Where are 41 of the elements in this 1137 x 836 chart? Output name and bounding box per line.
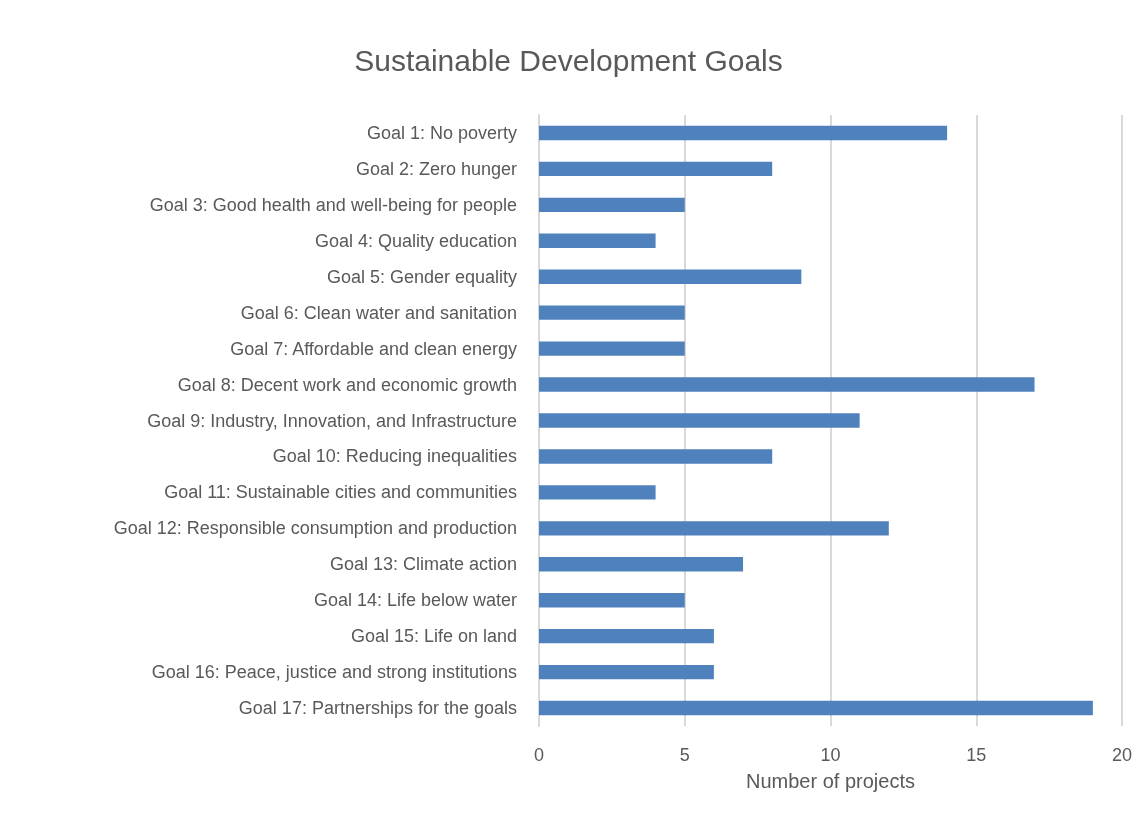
y-tick-label: Goal 3: Good health and well-being for people [149, 194, 517, 215]
x-tick-label: 20 [1111, 745, 1133, 765]
bar [539, 377, 1035, 392]
bar [539, 197, 685, 213]
y-tick-label: Goal 11: Sustainable cities and communities [164, 482, 517, 503]
y-tick-label: Goal 9: Industry, Innovation, and Infrastructure [147, 410, 517, 431]
y-tick-label: Goal 17: Partnerships for the goals [238, 698, 517, 719]
bar [539, 413, 860, 428]
y-tick-label: Goal 6: Clean water and sanitation [240, 302, 517, 323]
y-tick-label: Goal 7: Affordable and clean energy [230, 338, 517, 359]
bar [539, 233, 656, 248]
bar [539, 305, 685, 320]
x-axis-title: Number of projects [746, 770, 915, 792]
bar [539, 521, 889, 536]
bar [539, 269, 802, 284]
bar [539, 341, 685, 356]
bar [539, 700, 1093, 716]
bar [539, 628, 714, 644]
bar [539, 664, 714, 680]
y-tick-label: Goal 1: No poverty [366, 122, 517, 143]
y-tick-label: Goal 2: Zero hunger [355, 158, 517, 179]
x-tick-label: 5 [679, 745, 690, 765]
y-tick-label: Goal 16: Peace, justice and strong institutions [151, 662, 517, 683]
bar [539, 161, 773, 177]
y-tick-label: Goal 4: Quality education [314, 230, 517, 251]
bar [539, 593, 685, 608]
bar [539, 125, 948, 141]
y-tick-label: Goal 13: Climate action [329, 554, 517, 575]
y-tick-label: Goal 8: Decent work and economic growth [177, 374, 517, 395]
bar [539, 557, 744, 572]
x-tick-label: 10 [820, 745, 841, 765]
y-tick-label: Goal 10: Reducing inequalities [272, 446, 517, 467]
y-tick-label: Goal 5: Gender equality [326, 266, 517, 287]
bar [539, 485, 656, 500]
bar [539, 449, 773, 464]
y-tick-label: Goal 12: Responsible consumption and production [113, 518, 517, 539]
y-tick-label: Goal 15: Life on land [350, 626, 517, 647]
chart-title: Sustainable Development Goals [354, 43, 783, 77]
x-tick-label: 0 [533, 745, 545, 765]
y-tick-label: Goal 14: Life below water [313, 590, 517, 611]
x-tick-label: 15 [966, 745, 987, 765]
